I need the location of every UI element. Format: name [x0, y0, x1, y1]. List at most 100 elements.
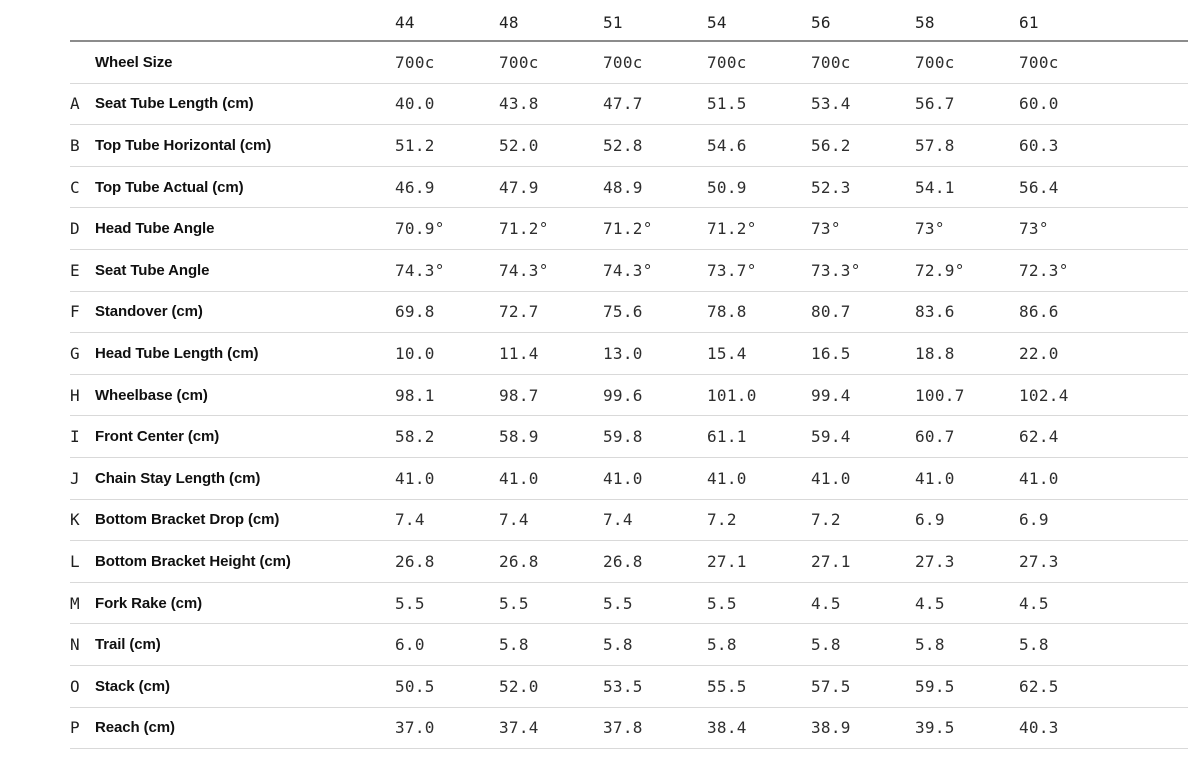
table-row: J Chain Stay Length (cm) 41.0 41.0 41.0 41.0 4… [70, 458, 1188, 500]
value-cell: 7.2 [811, 510, 841, 530]
value-cell: 58.9 [499, 427, 539, 447]
row-letter: H [70, 385, 80, 405]
row-letter: M [70, 593, 80, 613]
value-cell: 71.2° [707, 219, 757, 239]
row-label: Head Tube Length (cm) [95, 344, 259, 362]
value-cell: 60.3 [1019, 135, 1059, 155]
value-cell: 54.6 [707, 135, 747, 155]
table-row: N Trail (cm) 6.0 5.8 5.8 5.8 5.8 5.8 5.8 [70, 624, 1188, 666]
value-cell: 27.3 [1019, 551, 1059, 571]
value-cell: 41.0 [603, 468, 643, 488]
value-cell: 4.5 [811, 593, 841, 613]
table-row: F Standover (cm) 69.8 72.7 75.6 78.8 80.7 83.6 8… [70, 292, 1188, 334]
row-letter: I [70, 427, 80, 447]
value-cell: 98.7 [499, 385, 539, 405]
value-cell: 18.8 [915, 343, 955, 363]
value-cell: 71.2° [603, 219, 653, 239]
value-cell: 7.4 [395, 510, 425, 530]
value-cell: 10.0 [395, 343, 435, 363]
size-column-header: 44 [395, 13, 415, 32]
value-cell: 69.8 [395, 302, 435, 322]
row-label: Top Tube Actual (cm) [95, 178, 244, 196]
value-cell: 40.3 [1019, 718, 1059, 738]
size-column-header: 56 [811, 13, 831, 32]
value-cell: 61.1 [707, 427, 747, 447]
value-cell: 57.5 [811, 676, 851, 696]
value-cell: 5.8 [707, 635, 737, 655]
row-letter: L [70, 551, 80, 571]
value-cell: 73° [1019, 219, 1049, 239]
row-letter: J [70, 468, 80, 488]
value-cell: 26.8 [603, 551, 643, 571]
value-cell: 55.5 [707, 676, 747, 696]
table-row: O Stack (cm) 50.5 52.0 53.5 55.5 57.5 59.5 62.5 [70, 666, 1188, 708]
value-cell: 48.9 [603, 177, 643, 197]
value-cell: 83.6 [915, 302, 955, 322]
value-cell: 37.4 [499, 718, 539, 738]
value-cell: 5.8 [915, 635, 945, 655]
row-label: Top Tube Horizontal (cm) [95, 136, 272, 154]
row-letter: F [70, 302, 80, 322]
value-cell: 99.6 [603, 385, 643, 405]
value-cell: 47.9 [499, 177, 539, 197]
value-cell: 60.7 [915, 427, 955, 447]
value-cell: 22.0 [1019, 343, 1059, 363]
table-row: E Seat Tube Angle 74.3° 74.3° 74.3° 73.7° 73.3… [70, 250, 1188, 292]
value-cell: 99.4 [811, 385, 851, 405]
value-cell: 700c [603, 52, 643, 72]
value-cell: 70.9° [395, 219, 445, 239]
row-label: Bottom Bracket Drop (cm) [95, 511, 280, 529]
value-cell: 47.7 [603, 94, 643, 114]
value-cell: 58.2 [395, 427, 435, 447]
row-label: Standover (cm) [95, 303, 203, 321]
value-cell: 86.6 [1019, 302, 1059, 322]
value-cell: 80.7 [811, 302, 851, 322]
table-row: D Head Tube Angle 70.9° 71.2° 71.2° 71.2° 73° 7… [70, 208, 1188, 250]
value-cell: 78.8 [707, 302, 747, 322]
row-letter: N [70, 635, 80, 655]
value-cell: 700c [395, 52, 435, 72]
row-letter: E [70, 260, 80, 280]
value-cell: 5.5 [603, 593, 633, 613]
value-cell: 59.5 [915, 676, 955, 696]
value-cell: 6.9 [1019, 510, 1049, 530]
value-cell: 37.0 [395, 718, 435, 738]
value-cell: 5.8 [811, 635, 841, 655]
table-row: A Seat Tube Length (cm) 40.0 43.8 47.7 51.5 53… [70, 84, 1188, 126]
value-cell: 46.9 [395, 177, 435, 197]
value-cell: 72.3° [1019, 260, 1069, 280]
value-cell: 75.6 [603, 302, 643, 322]
table-row: G Head Tube Length (cm) 10.0 11.4 13.0 15.4 16… [70, 333, 1188, 375]
value-cell: 54.1 [915, 177, 955, 197]
value-cell: 26.8 [395, 551, 435, 571]
row-letter: D [70, 219, 80, 239]
value-cell: 59.4 [811, 427, 851, 447]
value-cell: 98.1 [395, 385, 435, 405]
value-cell: 41.0 [1019, 468, 1059, 488]
table-row: C Top Tube Actual (cm) 46.9 47.9 48.9 50.9 52.… [70, 167, 1188, 209]
geometry-table-body: Wheel Size 700c 700c 700c 700c 700c 700c 700c A S… [70, 42, 1188, 750]
value-cell: 700c [707, 52, 747, 72]
value-cell: 56.7 [915, 94, 955, 114]
value-cell: 26.8 [499, 551, 539, 571]
row-label: Wheel Size [95, 53, 173, 71]
size-column-header: 48 [499, 13, 519, 32]
value-cell: 74.3° [395, 260, 445, 280]
value-cell: 27.1 [707, 551, 747, 571]
value-cell: 52.0 [499, 676, 539, 696]
value-cell: 5.5 [707, 593, 737, 613]
value-cell: 41.0 [707, 468, 747, 488]
value-cell: 13.0 [603, 343, 643, 363]
value-cell: 39.5 [915, 718, 955, 738]
value-cell: 57.8 [915, 135, 955, 155]
value-cell: 72.7 [499, 302, 539, 322]
row-letter: K [70, 510, 80, 530]
value-cell: 52.8 [603, 135, 643, 155]
value-cell: 50.5 [395, 676, 435, 696]
size-header-row: 44 48 51 54 56 58 61 [70, 0, 1188, 42]
value-cell: 700c [811, 52, 851, 72]
value-cell: 11.4 [499, 343, 539, 363]
size-column-header: 61 [1019, 13, 1039, 32]
value-cell: 5.5 [499, 593, 529, 613]
value-cell: 53.4 [811, 94, 851, 114]
